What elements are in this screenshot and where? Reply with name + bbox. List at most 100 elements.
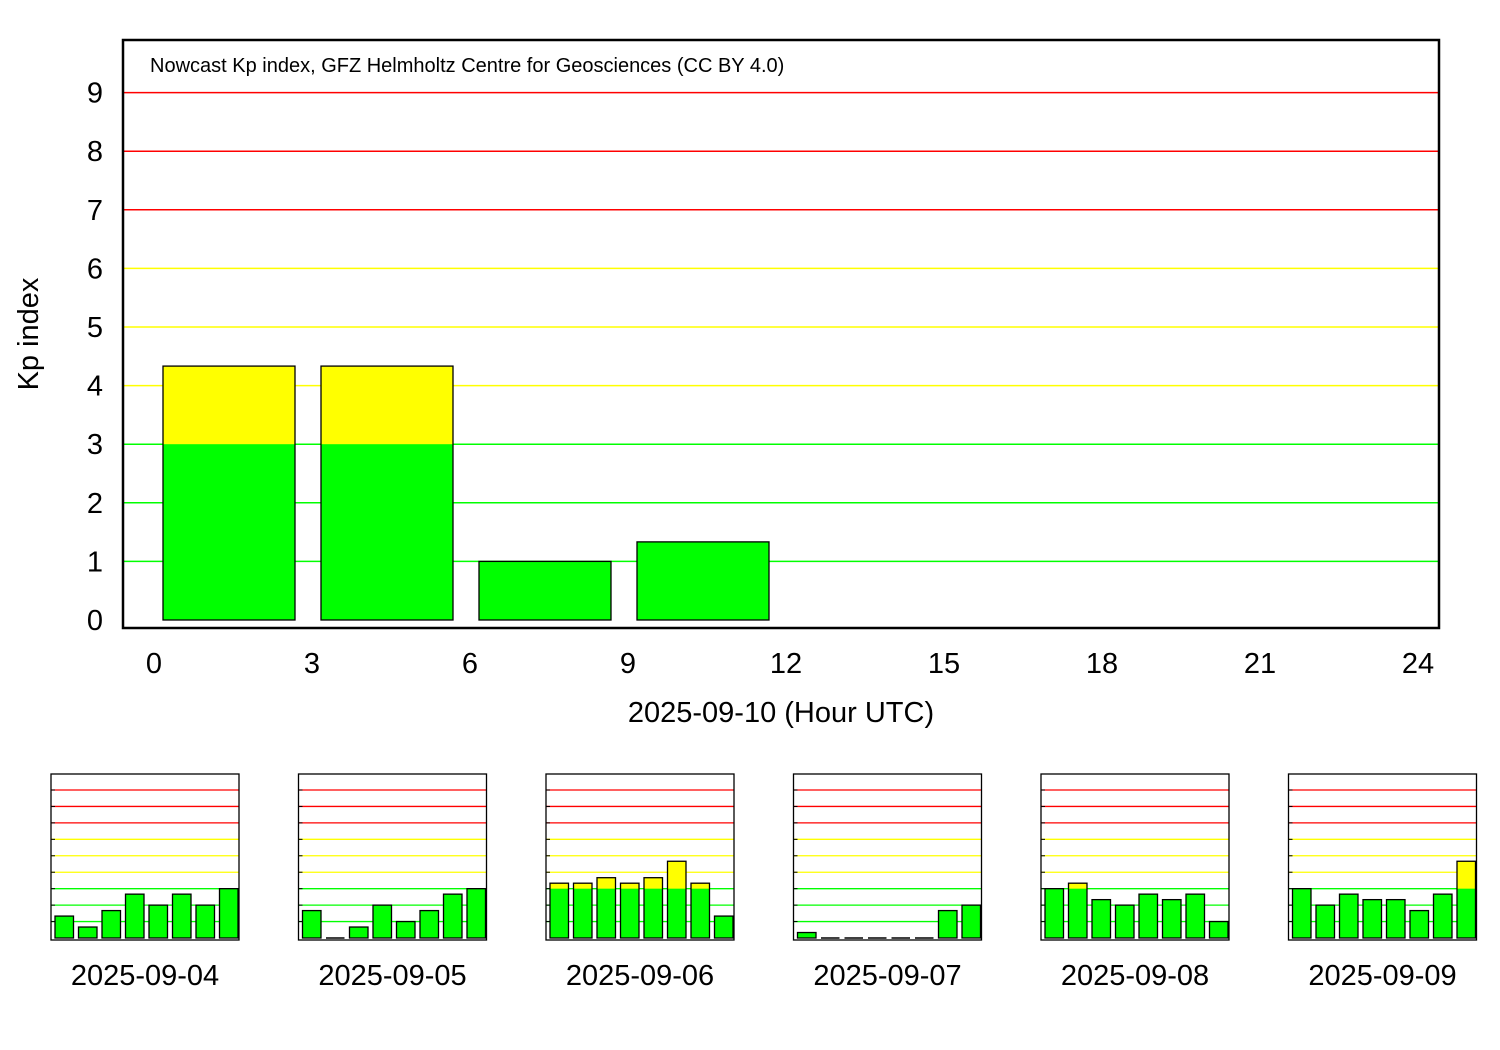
- main-bar-0: [162, 365, 296, 621]
- x-tick-label: 15: [928, 648, 960, 680]
- day-bar-3: [372, 904, 393, 939]
- day-chart-frame: [297, 773, 488, 941]
- day-bar-outline-3: [619, 882, 640, 939]
- day-bar-outline-5: [171, 893, 192, 939]
- day-bar-green-0: [797, 932, 816, 938]
- day-bar-outline-2: [1338, 893, 1359, 939]
- main-bar-green-1: [321, 444, 453, 620]
- day-bar-yellow-6: [691, 883, 710, 889]
- day-bar-4: [1138, 893, 1159, 939]
- day-bar-green-6: [691, 888, 710, 938]
- main-bar-yellow-0: [163, 366, 295, 445]
- x-tick-label: 21: [1244, 648, 1276, 680]
- day-bar-outline-7: [961, 904, 982, 939]
- day-chart-label: 2025-09-05: [318, 960, 466, 992]
- day-bar-green-4: [396, 921, 415, 938]
- day-bar-6: [690, 882, 711, 939]
- day-chart-frame: [50, 773, 240, 941]
- day-bar-outline-6: [690, 882, 711, 939]
- day-bar-green-0: [55, 916, 74, 938]
- y-tick-label: 8: [87, 136, 103, 168]
- day-bar-yellow-4: [644, 877, 663, 889]
- day-bar-1: [572, 882, 593, 939]
- main-bar-green-3: [637, 541, 769, 620]
- day-bar-5: [666, 860, 687, 939]
- day-bar-green-4: [1386, 899, 1405, 938]
- day-bar-green-7: [714, 916, 733, 938]
- day-bar-outline-7: [713, 915, 734, 939]
- day-bar-3: [124, 893, 145, 939]
- day-bar-7: [218, 888, 239, 939]
- day-bar-green-2: [349, 927, 368, 938]
- day-bar-7: [713, 915, 734, 939]
- day-bar-yellow-5: [667, 861, 686, 889]
- x-tick-label: 9: [620, 648, 636, 680]
- x-tick-label: 0: [146, 648, 162, 680]
- day-bar-green-5: [172, 894, 191, 938]
- main-x-axis-label: 2025-09-10 (Hour UTC): [628, 697, 934, 729]
- day-bar-green-5: [1410, 910, 1429, 938]
- day-chart-label: 2025-09-06: [566, 960, 714, 992]
- day-bar-1: [77, 926, 98, 939]
- day-chart-frame: [1287, 773, 1478, 941]
- day-bar-green-5: [420, 910, 439, 938]
- y-tick-label: 6: [87, 253, 103, 285]
- day-bar-green-4: [644, 888, 663, 938]
- day-bar-outline-4: [148, 904, 169, 939]
- day-bar-0: [796, 931, 817, 939]
- main-kp-chart: Nowcast Kp index, GFZ Helmholtz Centre f…: [13, 38, 1441, 729]
- x-tick-label: 3: [304, 648, 320, 680]
- day-chart-2025-09-04: 2025-09-04: [50, 773, 240, 992]
- day-bar-5: [419, 909, 440, 939]
- day-bar-outline-0: [301, 909, 322, 939]
- day-bar-0: [54, 915, 75, 939]
- day-bar-7: [1208, 920, 1229, 939]
- day-bar-yellow-3: [620, 883, 639, 889]
- day-bar-outline-0: [549, 882, 570, 939]
- day-bar-green-6: [196, 905, 215, 938]
- day-bar-outline-5: [1161, 898, 1182, 939]
- main-y-tick-labels: 0 1 2 3 4 5 6 7 8 9: [87, 78, 103, 637]
- day-bar-outline-4: [643, 877, 664, 939]
- day-bar-outline-2: [348, 926, 369, 939]
- day-bar-2: [348, 926, 369, 939]
- y-tick-label: 2: [87, 488, 103, 520]
- day-bar-outline-7: [1456, 860, 1477, 939]
- day-bar-outline-6: [195, 904, 216, 939]
- day-bar-outline-1: [572, 882, 593, 939]
- day-bar-0: [549, 882, 570, 939]
- day-bar-green-0: [1292, 888, 1311, 938]
- day-bar-7: [466, 888, 487, 939]
- day-bar-yellow-1: [573, 883, 592, 889]
- day-chart-frame: [792, 773, 983, 941]
- day-bar-green-1: [573, 888, 592, 938]
- day-bar-outline-3: [372, 904, 393, 939]
- day-bar-green-0: [1045, 888, 1064, 938]
- main-chart-title: Nowcast Kp index, GFZ Helmholtz Centre f…: [150, 55, 784, 77]
- day-bar-outline-6: [1432, 893, 1453, 939]
- day-bar-outline-0: [54, 915, 75, 939]
- day-bar-outline-6: [937, 909, 958, 939]
- day-bar-outline-4: [395, 920, 416, 939]
- day-bar-outline-5: [1409, 909, 1430, 939]
- day-bar-6: [1432, 893, 1453, 939]
- day-bar-green-2: [1092, 899, 1111, 938]
- day-bar-green-3: [125, 894, 144, 938]
- day-bar-1: [1067, 882, 1088, 939]
- main-bar-outline-3: [636, 541, 770, 621]
- day-bar-green-7: [1209, 921, 1228, 938]
- day-chart-label: 2025-09-08: [1061, 960, 1209, 992]
- day-bar-outline-4: [1385, 898, 1406, 939]
- y-tick-label: 4: [87, 371, 103, 403]
- day-bar-yellow-2: [597, 877, 616, 889]
- day-bar-5: [1161, 898, 1182, 939]
- y-tick-label: 1: [87, 546, 103, 578]
- day-bar-yellow-1: [1068, 883, 1087, 889]
- main-bar-green-0: [163, 444, 295, 620]
- day-bar-outline-6: [1185, 893, 1206, 939]
- day-bar-4: [395, 920, 416, 939]
- day-bar-yellow-0: [550, 883, 569, 889]
- x-tick-label: 6: [462, 648, 478, 680]
- day-bar-outline-1: [77, 926, 98, 939]
